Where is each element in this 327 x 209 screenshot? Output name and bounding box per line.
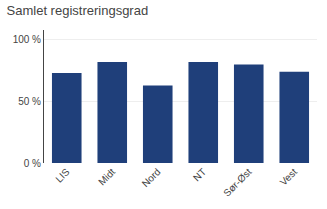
svg-text:LIS: LIS [53,166,72,185]
svg-text:Samlet registreringsgrad: Samlet registreringsgrad [7,3,149,18]
svg-text:Nord: Nord [140,166,163,189]
svg-text:Sør-Øst: Sør-Øst [221,166,254,199]
svg-text:0 %: 0 % [24,158,41,169]
svg-text:NT: NT [191,166,208,183]
svg-text:Vest: Vest [278,166,300,188]
svg-text:50 %: 50 % [18,96,41,107]
svg-text:100 %: 100 % [13,34,41,45]
svg-text:Midt: Midt [96,166,117,187]
